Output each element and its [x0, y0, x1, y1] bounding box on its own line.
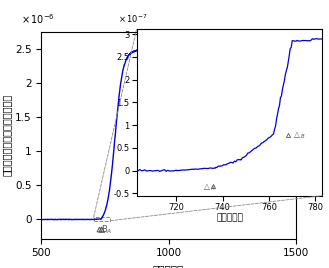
Y-axis label: ひずみ（下：縮み，上：伸び）: ひずみ（下：縮み，上：伸び） [2, 94, 12, 176]
Text: $\times\,10^{-6}$: $\times\,10^{-6}$ [21, 12, 55, 26]
Text: $\triangle_A$: $\triangle_A$ [97, 224, 112, 236]
X-axis label: 時間［秒］: 時間［秒］ [153, 264, 184, 268]
Text: $\times\,10^{-7}$: $\times\,10^{-7}$ [118, 12, 147, 25]
Text: $\triangle_B$: $\triangle_B$ [292, 129, 307, 141]
X-axis label: 時間［秒］: 時間［秒］ [216, 213, 243, 222]
Text: B: B [102, 225, 108, 234]
Text: $\triangle_A$: $\triangle_A$ [202, 182, 216, 193]
